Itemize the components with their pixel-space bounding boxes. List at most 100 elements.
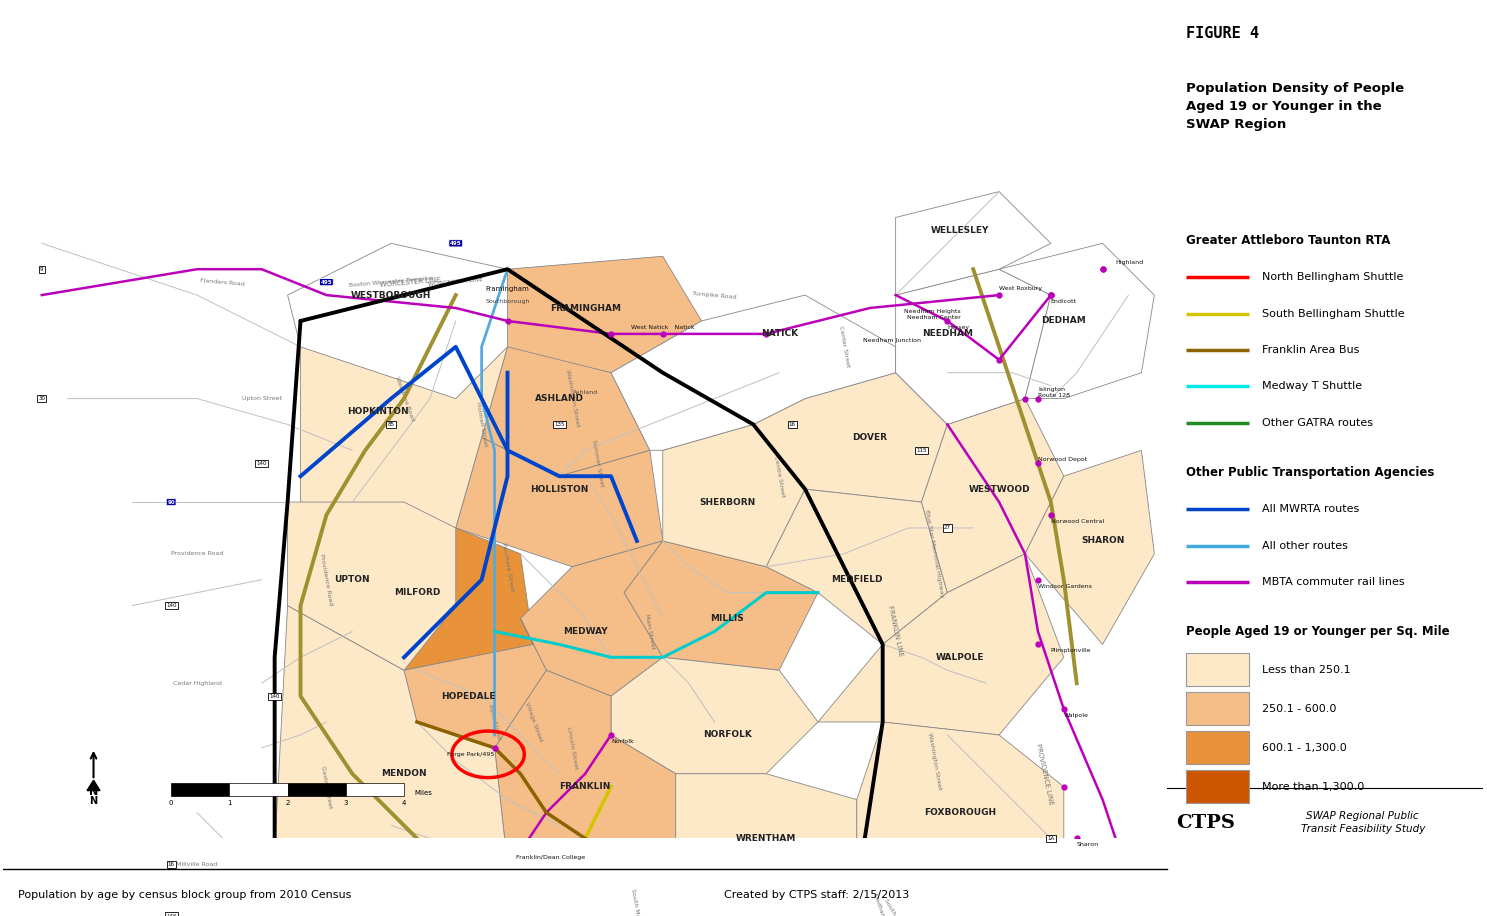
Text: 146: 146 [167,913,177,916]
Text: 30: 30 [39,396,45,401]
Text: 115: 115 [916,448,926,453]
Text: Village Street: Village Street [523,702,543,743]
Text: Islington
Route 128: Islington Route 128 [1038,387,1071,398]
Text: 2: 2 [286,800,290,806]
Polygon shape [520,540,663,696]
Text: Gaston Street: Gaston Street [320,765,333,809]
Text: Hersey: Hersey [947,325,970,330]
Polygon shape [275,890,507,916]
Text: Franklin/Dean College: Franklin/Dean College [516,856,586,860]
Text: Endicott: Endicott [1051,299,1077,304]
Text: Millville Road: Millville Road [177,862,217,867]
Text: South Street: South Street [883,898,907,916]
Text: Providence Road: Providence Road [171,551,223,556]
Text: HOPEDALE: HOPEDALE [442,692,497,701]
Polygon shape [625,540,818,671]
Text: Other GATRA routes: Other GATRA routes [1262,418,1373,428]
Polygon shape [457,438,663,567]
Text: Other Public Transportation Agencies: Other Public Transportation Agencies [1187,466,1435,479]
Text: WORCESTER LINE: WORCESTER LINE [428,278,483,287]
Text: Center Street: Center Street [837,325,851,368]
Text: Norwood Depot: Norwood Depot [1038,457,1087,462]
Polygon shape [895,191,1051,295]
Text: N: N [89,787,98,797]
Text: Turnpike Road: Turnpike Road [693,290,736,300]
Polygon shape [88,780,100,791]
Text: 1: 1 [228,800,232,806]
Text: Flanders Road: Flanders Road [201,278,245,287]
Text: MILFORD: MILFORD [394,588,440,597]
Text: Dedham Street: Dedham Street [873,893,894,916]
Text: MENDON: MENDON [381,769,427,779]
Text: ASHLAND: ASHLAND [535,394,584,403]
Text: DEDHAM: DEDHAM [1041,316,1086,325]
Text: CTPS: CTPS [1176,813,1234,832]
Text: North Bellingham Shuttle: North Bellingham Shuttle [1262,272,1404,282]
Text: FRAMINGHAM: FRAMINGHAM [550,303,620,312]
Text: Blue Star Memorial Highway: Blue Star Memorial Highway [925,509,944,598]
Text: FRANKLIN: FRANKLIN [559,782,611,791]
Text: Norfolk: Norfolk [611,739,633,744]
Text: Boston Worcester Turnpike: Boston Worcester Turnpike [349,276,433,289]
Text: HOLLISTON: HOLLISTON [529,485,589,494]
Text: SHARON: SHARON [1081,537,1124,545]
Text: WALPOLE: WALPOLE [935,653,984,662]
Text: Franklin Area Bus: Franklin Area Bus [1262,345,1359,355]
Text: 27: 27 [944,526,950,530]
Text: 16: 16 [168,862,174,867]
Polygon shape [818,554,1063,735]
Text: 140: 140 [167,603,177,608]
Polygon shape [999,244,1154,398]
Text: Centre Street: Centre Street [773,455,785,497]
Text: Providence Road: Providence Road [320,553,333,605]
Polygon shape [766,489,947,644]
Polygon shape [675,774,857,916]
Text: UPTON: UPTON [335,575,370,584]
Text: Cedar Highland: Cedar Highland [172,681,222,686]
Text: Purchase Street: Purchase Street [501,542,515,592]
Text: Westboro Road: Westboro Road [394,376,415,421]
Text: N: N [89,796,98,806]
Text: All MWRTA routes: All MWRTA routes [1262,504,1359,514]
Text: WRENTHAM: WRENTHAM [736,834,797,843]
Text: NATICK: NATICK [761,330,797,338]
Polygon shape [754,373,947,502]
Text: 4: 4 [401,800,406,806]
Text: Medway T Shuttle: Medway T Shuttle [1262,381,1362,391]
Text: Washington Street: Washington Street [926,732,941,790]
Text: People Aged 19 or Younger per Sq. Mile: People Aged 19 or Younger per Sq. Mile [1187,626,1450,638]
Text: FRANKLIN LINE: FRANKLIN LINE [888,605,904,658]
Text: MEDFIELD: MEDFIELD [831,575,883,584]
Text: Miles: Miles [415,791,433,796]
Text: Lincoln Street: Lincoln Street [567,726,578,769]
Text: Walpole: Walpole [1063,713,1088,718]
Text: 1A: 1A [1047,836,1054,841]
Text: WORCESTER LINE: WORCESTER LINE [379,277,442,288]
Text: Less than 250.1: Less than 250.1 [1262,665,1350,675]
Text: All other routes: All other routes [1262,540,1347,551]
Text: 140: 140 [256,461,268,465]
Text: 495: 495 [451,241,461,245]
Text: Needham Junction: Needham Junction [864,338,922,343]
Polygon shape [922,398,1063,593]
Text: NEEDHAM: NEEDHAM [922,330,972,338]
Polygon shape [1025,451,1154,644]
Polygon shape [404,618,546,747]
Bar [1187,769,1249,802]
Bar [171,783,229,796]
Text: 3: 3 [343,800,348,806]
Text: WESTWOOD: WESTWOOD [968,485,1030,494]
Text: WELLESLEY: WELLESLEY [931,226,989,234]
Polygon shape [287,502,534,671]
Text: Highland: Highland [1115,260,1144,266]
Text: Population Density of People
Aged 19 or Younger in the
SWAP Region: Population Density of People Aged 19 or … [1187,82,1404,132]
Text: 495: 495 [321,279,332,285]
Polygon shape [275,605,507,890]
Text: PROVIDENCE LINE: PROVIDENCE LINE [1035,743,1054,805]
Text: Upton Street: Upton Street [242,396,281,401]
Text: West Natick   Natick: West Natick Natick [630,325,694,330]
Text: Population by age by census block group from 2010 Census: Population by age by census block group … [18,889,351,900]
Text: West Roxbury: West Roxbury [999,286,1042,291]
Polygon shape [663,424,804,567]
Polygon shape [766,890,895,916]
